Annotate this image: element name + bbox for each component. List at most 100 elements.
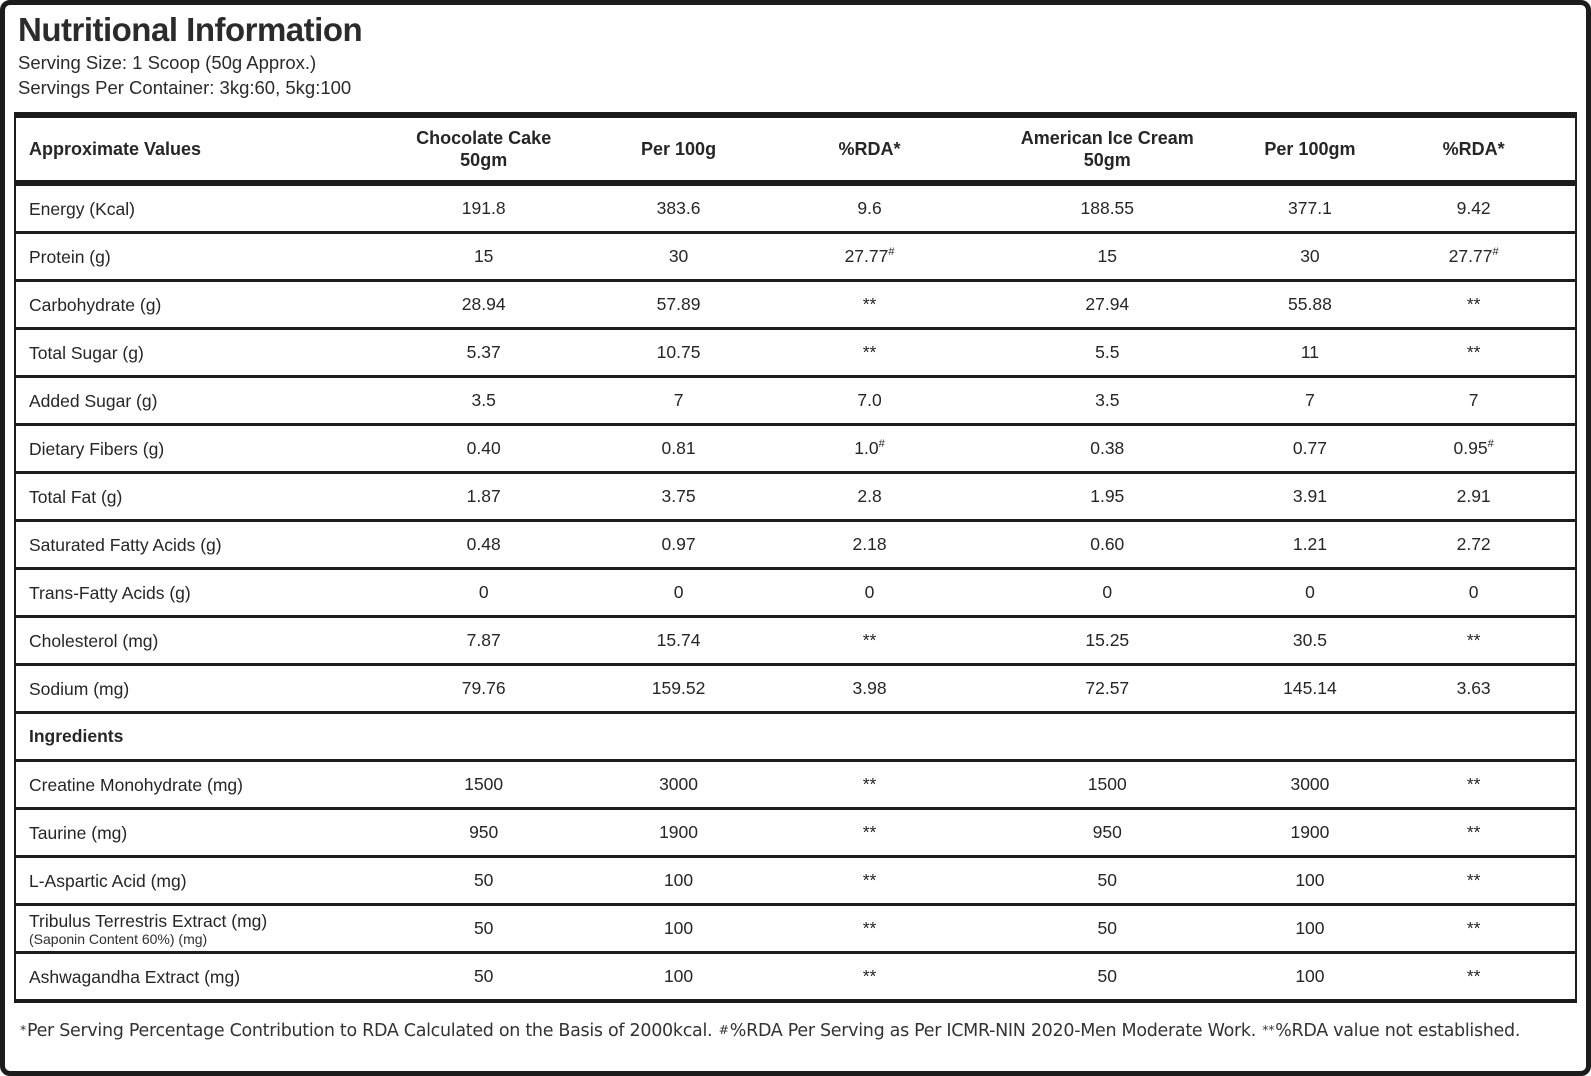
value-cell: ** bbox=[1466, 774, 1481, 794]
value-cell: 100 bbox=[1295, 870, 1325, 890]
value-cell: 191.8 bbox=[461, 198, 506, 218]
value-cell: ** bbox=[862, 918, 877, 938]
value-cell: 79.76 bbox=[461, 678, 506, 698]
row-label-sub: (Saponin Content 60%) (mg) bbox=[29, 930, 208, 947]
row-label-main: Energy (Kcal) bbox=[29, 198, 136, 219]
value-cell: 15 bbox=[473, 246, 494, 266]
value-cell: 27.77# bbox=[844, 246, 895, 266]
value-cell: 950 bbox=[1092, 822, 1122, 842]
row-label: Carbohydrate (g) bbox=[16, 295, 382, 315]
value-cell: 7 bbox=[1305, 390, 1315, 410]
row-label-main: Total Sugar (g) bbox=[29, 342, 144, 363]
value-cell: 100 bbox=[663, 918, 694, 938]
value-cell: 100 bbox=[1295, 918, 1325, 938]
value-cell: 5.5 bbox=[1095, 342, 1120, 362]
value-cell: 0 bbox=[673, 582, 684, 602]
column-header-rda-1: %RDA* bbox=[838, 139, 901, 159]
value-cell: 0.38 bbox=[1090, 438, 1125, 458]
value-cell: 100 bbox=[663, 966, 694, 986]
value-cell: ** bbox=[862, 342, 877, 362]
row-label: L-Aspartic Acid (mg) bbox=[16, 871, 382, 891]
row-label: Sodium (mg) bbox=[16, 679, 382, 699]
value-cell: 3.98 bbox=[852, 678, 887, 698]
value-cell: ** bbox=[1466, 294, 1481, 314]
value-cell: 30 bbox=[1300, 246, 1320, 266]
value-cell: 1900 bbox=[659, 822, 699, 842]
value-cell: 0.97 bbox=[661, 534, 696, 554]
value-cell: 1.95 bbox=[1090, 486, 1125, 506]
footnote: *Per Serving Percentage Contribution to … bbox=[5, 1003, 1586, 1059]
row-label: Trans-Fatty Acids (g) bbox=[16, 583, 382, 603]
row-label: Protein (g) bbox=[16, 247, 382, 267]
value-cell: 1.0# bbox=[854, 438, 885, 458]
table-row: Saturated Fatty Acids (g) 0.48 0.97 2.18 0.6… bbox=[16, 522, 1575, 570]
row-label-main: Dietary Fibers (g) bbox=[29, 438, 165, 459]
value-cell: 0 bbox=[1305, 582, 1315, 602]
value-cell: 1500 bbox=[1087, 774, 1127, 794]
value-cell: ** bbox=[1466, 630, 1481, 650]
row-label-main: Protein (g) bbox=[29, 246, 111, 267]
nutrition-table: Approximate Values Chocolate Cake 50gm P… bbox=[14, 112, 1577, 1003]
value-cell: 0 bbox=[1102, 582, 1113, 602]
value-cell: 27.94 bbox=[1085, 294, 1130, 314]
serving-size: Serving Size: 1 Scoop (50g Approx.) bbox=[18, 52, 317, 73]
value-cell: 15.74 bbox=[656, 630, 701, 650]
footnote-segment: %RDA value not established. bbox=[1275, 1021, 1521, 1041]
value-cell: 30 bbox=[668, 246, 689, 266]
table-row: Total Sugar (g) 5.37 10.75 ** 5.5 11 ** bbox=[16, 330, 1575, 378]
footnote-text: *Per Serving Percentage Contribution to … bbox=[19, 1021, 1520, 1041]
value-cell: 0.48 bbox=[466, 534, 501, 554]
value-cell: 27.77# bbox=[1448, 246, 1499, 266]
table-row: Ashwagandha Extract (mg) 50 100 ** 50 100 ** bbox=[16, 954, 1575, 1003]
row-label-main: Total Fat (g) bbox=[29, 486, 123, 507]
row-label: Total Sugar (g) bbox=[16, 343, 382, 363]
value-cell: ** bbox=[1466, 342, 1481, 362]
footnote-marker: * bbox=[20, 1022, 26, 1037]
value-cell: 100 bbox=[1295, 966, 1325, 986]
table-row: Trans-Fatty Acids (g) 0 0 0 0 0 0 bbox=[16, 570, 1575, 618]
column-header-per-100gm: Per 100gm bbox=[1264, 139, 1356, 159]
value-cell: 0.81 bbox=[661, 438, 696, 458]
table-row: Added Sugar (g) 3.5 7 7.0 3.5 7 7 bbox=[16, 378, 1575, 426]
table-row: Sodium (mg) 79.76 159.52 3.98 72.57 145.14 3.6… bbox=[16, 666, 1575, 714]
value-cell: 10.75 bbox=[656, 342, 701, 362]
row-label: Energy (Kcal) bbox=[16, 199, 382, 219]
value-cell: 9.6 bbox=[857, 198, 882, 218]
value-cell: ** bbox=[1466, 870, 1481, 890]
value-cell: 2.8 bbox=[857, 486, 882, 506]
section-label: Ingredients bbox=[29, 726, 124, 746]
table-row: Total Fat (g) 1.87 3.75 2.8 1.95 3.91 2.91 bbox=[16, 474, 1575, 522]
value-cell: 3000 bbox=[1290, 774, 1330, 794]
row-label: Cholesterol (mg) bbox=[16, 631, 382, 651]
row-label-main: Tribulus Terrestris Extract (mg) bbox=[29, 910, 268, 931]
footnote-marker: ** bbox=[1262, 1022, 1275, 1037]
value-cell: 377.1 bbox=[1288, 198, 1332, 218]
row-label: Creatine Monohydrate (mg) bbox=[16, 775, 382, 795]
value-cell: 0.77 bbox=[1292, 438, 1327, 458]
value-cell: ** bbox=[862, 822, 877, 842]
row-label-main: Ashwagandha Extract (mg) bbox=[29, 966, 241, 987]
value-cell: 145.14 bbox=[1283, 678, 1337, 698]
value-cell: ** bbox=[862, 294, 877, 314]
value-cell: 1.21 bbox=[1292, 534, 1327, 554]
value-cell: 0 bbox=[864, 582, 875, 602]
value-cell: 55.88 bbox=[1288, 294, 1332, 314]
value-cell: 3.91 bbox=[1292, 486, 1327, 506]
value-cell: 7 bbox=[673, 390, 684, 410]
row-label-main: Cholesterol (mg) bbox=[29, 630, 159, 651]
value-cell: ** bbox=[1466, 966, 1481, 986]
value-cell: 950 bbox=[469, 822, 499, 842]
column-header-approximate-values: Approximate Values bbox=[29, 139, 202, 159]
value-cell: 50 bbox=[1097, 918, 1117, 938]
value-cell: 50 bbox=[473, 870, 494, 890]
row-label: Dietary Fibers (g) bbox=[16, 439, 382, 459]
row-label: Ashwagandha Extract (mg) bbox=[16, 967, 382, 987]
value-cell: 3.5 bbox=[1095, 390, 1120, 410]
value-cell: 159.52 bbox=[651, 678, 706, 698]
value-cell: 0.40 bbox=[466, 438, 501, 458]
value-cell: 2.72 bbox=[1456, 534, 1491, 554]
value-cell: 3000 bbox=[659, 774, 699, 794]
page-title: Nutritional Information bbox=[18, 11, 363, 48]
